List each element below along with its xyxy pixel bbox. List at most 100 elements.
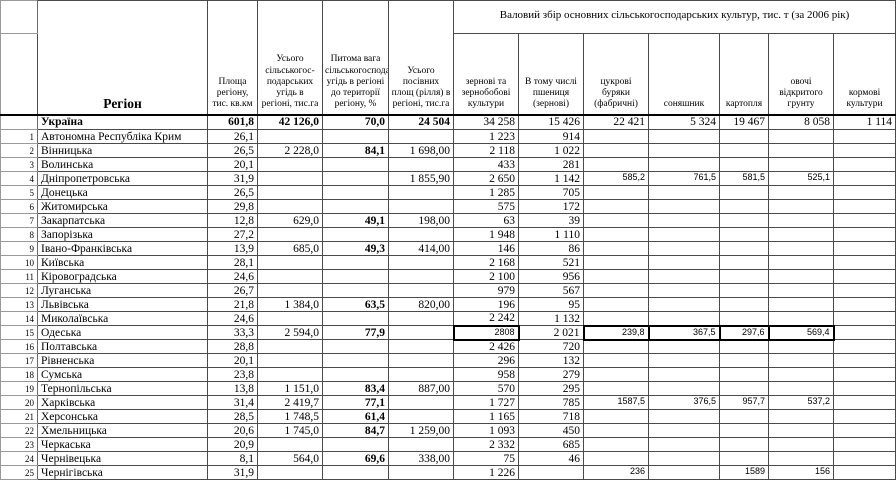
cell-region[interactable]: Львівська <box>37 297 208 312</box>
cell-sown_area[interactable]: 1 855,90 <box>388 171 454 186</box>
cell-sugar_beet[interactable]: 239,8 <box>582 324 650 341</box>
cell-region[interactable]: Сумська <box>37 367 208 382</box>
cell-fodder[interactable] <box>832 451 896 466</box>
cell-fodder[interactable] <box>832 325 896 340</box>
corner-cell[interactable] <box>0 0 38 34</box>
cell-sugar_beet[interactable] <box>583 157 649 172</box>
cell-wheat[interactable]: 281 <box>518 157 584 172</box>
cell-vegetables[interactable] <box>768 227 834 242</box>
cell-sown_area[interactable] <box>388 353 454 368</box>
cell-grain[interactable]: 296 <box>453 353 519 368</box>
cell-fodder[interactable] <box>832 185 896 200</box>
cell-region[interactable]: Автономна Республіка Крим <box>37 129 208 144</box>
cell-area[interactable]: 21,8 <box>207 297 258 312</box>
cell-grain[interactable]: 958 <box>453 367 519 382</box>
row-number[interactable]: 20 <box>0 395 38 410</box>
cell-sunflower[interactable] <box>648 213 720 228</box>
cell-agri_share[interactable] <box>322 227 389 242</box>
cell-potato[interactable] <box>719 241 769 256</box>
cell-area[interactable]: 27,2 <box>207 227 258 242</box>
cell-sunflower[interactable] <box>648 409 720 424</box>
cell-sugar_beet[interactable]: 585,2 <box>583 171 649 186</box>
row-number[interactable]: 12 <box>0 283 38 298</box>
cell-vegetables[interactable]: 537,2 <box>768 395 834 410</box>
cell-agri_share[interactable]: 77,9 <box>322 325 389 340</box>
cell-region[interactable]: Кіровоградська <box>37 269 208 284</box>
row-number[interactable]: 18 <box>0 367 38 382</box>
cell-agri_share[interactable] <box>322 129 389 144</box>
cell-area[interactable]: 13,8 <box>207 381 258 396</box>
cell-agri_share[interactable] <box>322 283 389 298</box>
cell-agri_share[interactable]: 69,6 <box>322 451 389 466</box>
cell-fodder[interactable] <box>832 297 896 312</box>
cell-fodder[interactable] <box>832 255 896 270</box>
cell-agri_share[interactable] <box>322 339 389 354</box>
cell-fodder[interactable] <box>832 409 896 424</box>
cell-fodder[interactable] <box>832 437 896 452</box>
cell-wheat[interactable]: 705 <box>518 185 584 200</box>
cell-sown_area[interactable] <box>388 465 454 480</box>
cell-wheat[interactable]: 2 021 <box>518 325 584 340</box>
cell-sown_area[interactable]: 1 698,00 <box>388 143 454 158</box>
cell-area[interactable]: 8,1 <box>207 451 258 466</box>
cell-agri_share[interactable]: 77,1 <box>322 395 389 410</box>
col-header-region[interactable]: Регіон <box>37 0 208 115</box>
cell-sunflower[interactable] <box>648 297 720 312</box>
cell-region[interactable]: Запорізька <box>37 227 208 242</box>
row-number[interactable]: 7 <box>0 213 38 228</box>
cell-potato[interactable] <box>719 409 769 424</box>
row-number[interactable]: 1 <box>0 129 38 144</box>
cell-grain[interactable]: 196 <box>453 297 519 312</box>
cell-sugar_beet[interactable] <box>583 353 649 368</box>
cell-agri_share[interactable] <box>322 269 389 284</box>
cell-sunflower[interactable]: 376,5 <box>648 395 720 410</box>
cell-area[interactable]: 20,1 <box>207 157 258 172</box>
cell-sown_area[interactable] <box>388 437 454 452</box>
cell-agri_land[interactable]: 1 748,5 <box>257 409 323 424</box>
cell-region[interactable]: Тернопільська <box>37 381 208 396</box>
cell-sown_area[interactable] <box>388 409 454 424</box>
cell-sugar_beet[interactable]: 1587,5 <box>583 395 649 410</box>
row-number[interactable]: 13 <box>0 297 38 312</box>
cell-fodder[interactable] <box>832 367 896 382</box>
cell-grain[interactable]: 433 <box>453 157 519 172</box>
cell-potato[interactable] <box>719 227 769 242</box>
cell-agri_land[interactable] <box>257 157 323 172</box>
cell-agri_land[interactable] <box>257 129 323 144</box>
cell-agri_share[interactable] <box>322 255 389 270</box>
cell-region[interactable]: Одеська <box>37 325 208 340</box>
cell-agri_share[interactable] <box>322 157 389 172</box>
cell-vegetables[interactable] <box>768 241 834 256</box>
cell-potato[interactable] <box>719 339 769 354</box>
cell-agri_land[interactable] <box>257 185 323 200</box>
cell-agri_share[interactable] <box>322 437 389 452</box>
cell-agri_share[interactable]: 49,3 <box>322 241 389 256</box>
cell-grain[interactable]: 63 <box>453 213 519 228</box>
cell-region[interactable]: Хмельницька <box>37 423 208 438</box>
cell-agri_share[interactable] <box>322 465 389 480</box>
row-number[interactable]: 4 <box>0 171 38 186</box>
cell-area[interactable]: 601,8 <box>207 113 258 130</box>
cell-area[interactable]: 23,8 <box>207 367 258 382</box>
cell-region[interactable]: Дніпропетровська <box>37 171 208 186</box>
cell-potato[interactable] <box>719 311 769 326</box>
cell-sunflower[interactable] <box>648 423 720 438</box>
cell-agri_share[interactable]: 61,4 <box>322 409 389 424</box>
cell-wheat[interactable]: 685 <box>518 437 584 452</box>
cell-sown_area[interactable]: 198,00 <box>388 213 454 228</box>
cell-sown_area[interactable] <box>388 395 454 410</box>
cell-sown_area[interactable]: 820,00 <box>388 297 454 312</box>
cell-vegetables[interactable] <box>768 409 834 424</box>
cell-agri_land[interactable]: 564,0 <box>257 451 323 466</box>
cell-sown_area[interactable] <box>388 199 454 214</box>
cell-agri_land[interactable] <box>257 171 323 186</box>
cell-agri_land[interactable]: 1 745,0 <box>257 423 323 438</box>
cell-wheat[interactable]: 718 <box>518 409 584 424</box>
cell-sugar_beet[interactable]: 236 <box>583 465 649 480</box>
cell-sugar_beet[interactable] <box>583 213 649 228</box>
cell-area[interactable]: 28,8 <box>207 339 258 354</box>
cell-sunflower[interactable] <box>648 451 720 466</box>
cell-sunflower[interactable] <box>648 339 720 354</box>
cell-agri_land[interactable] <box>257 465 323 480</box>
cell-fodder[interactable] <box>832 171 896 186</box>
